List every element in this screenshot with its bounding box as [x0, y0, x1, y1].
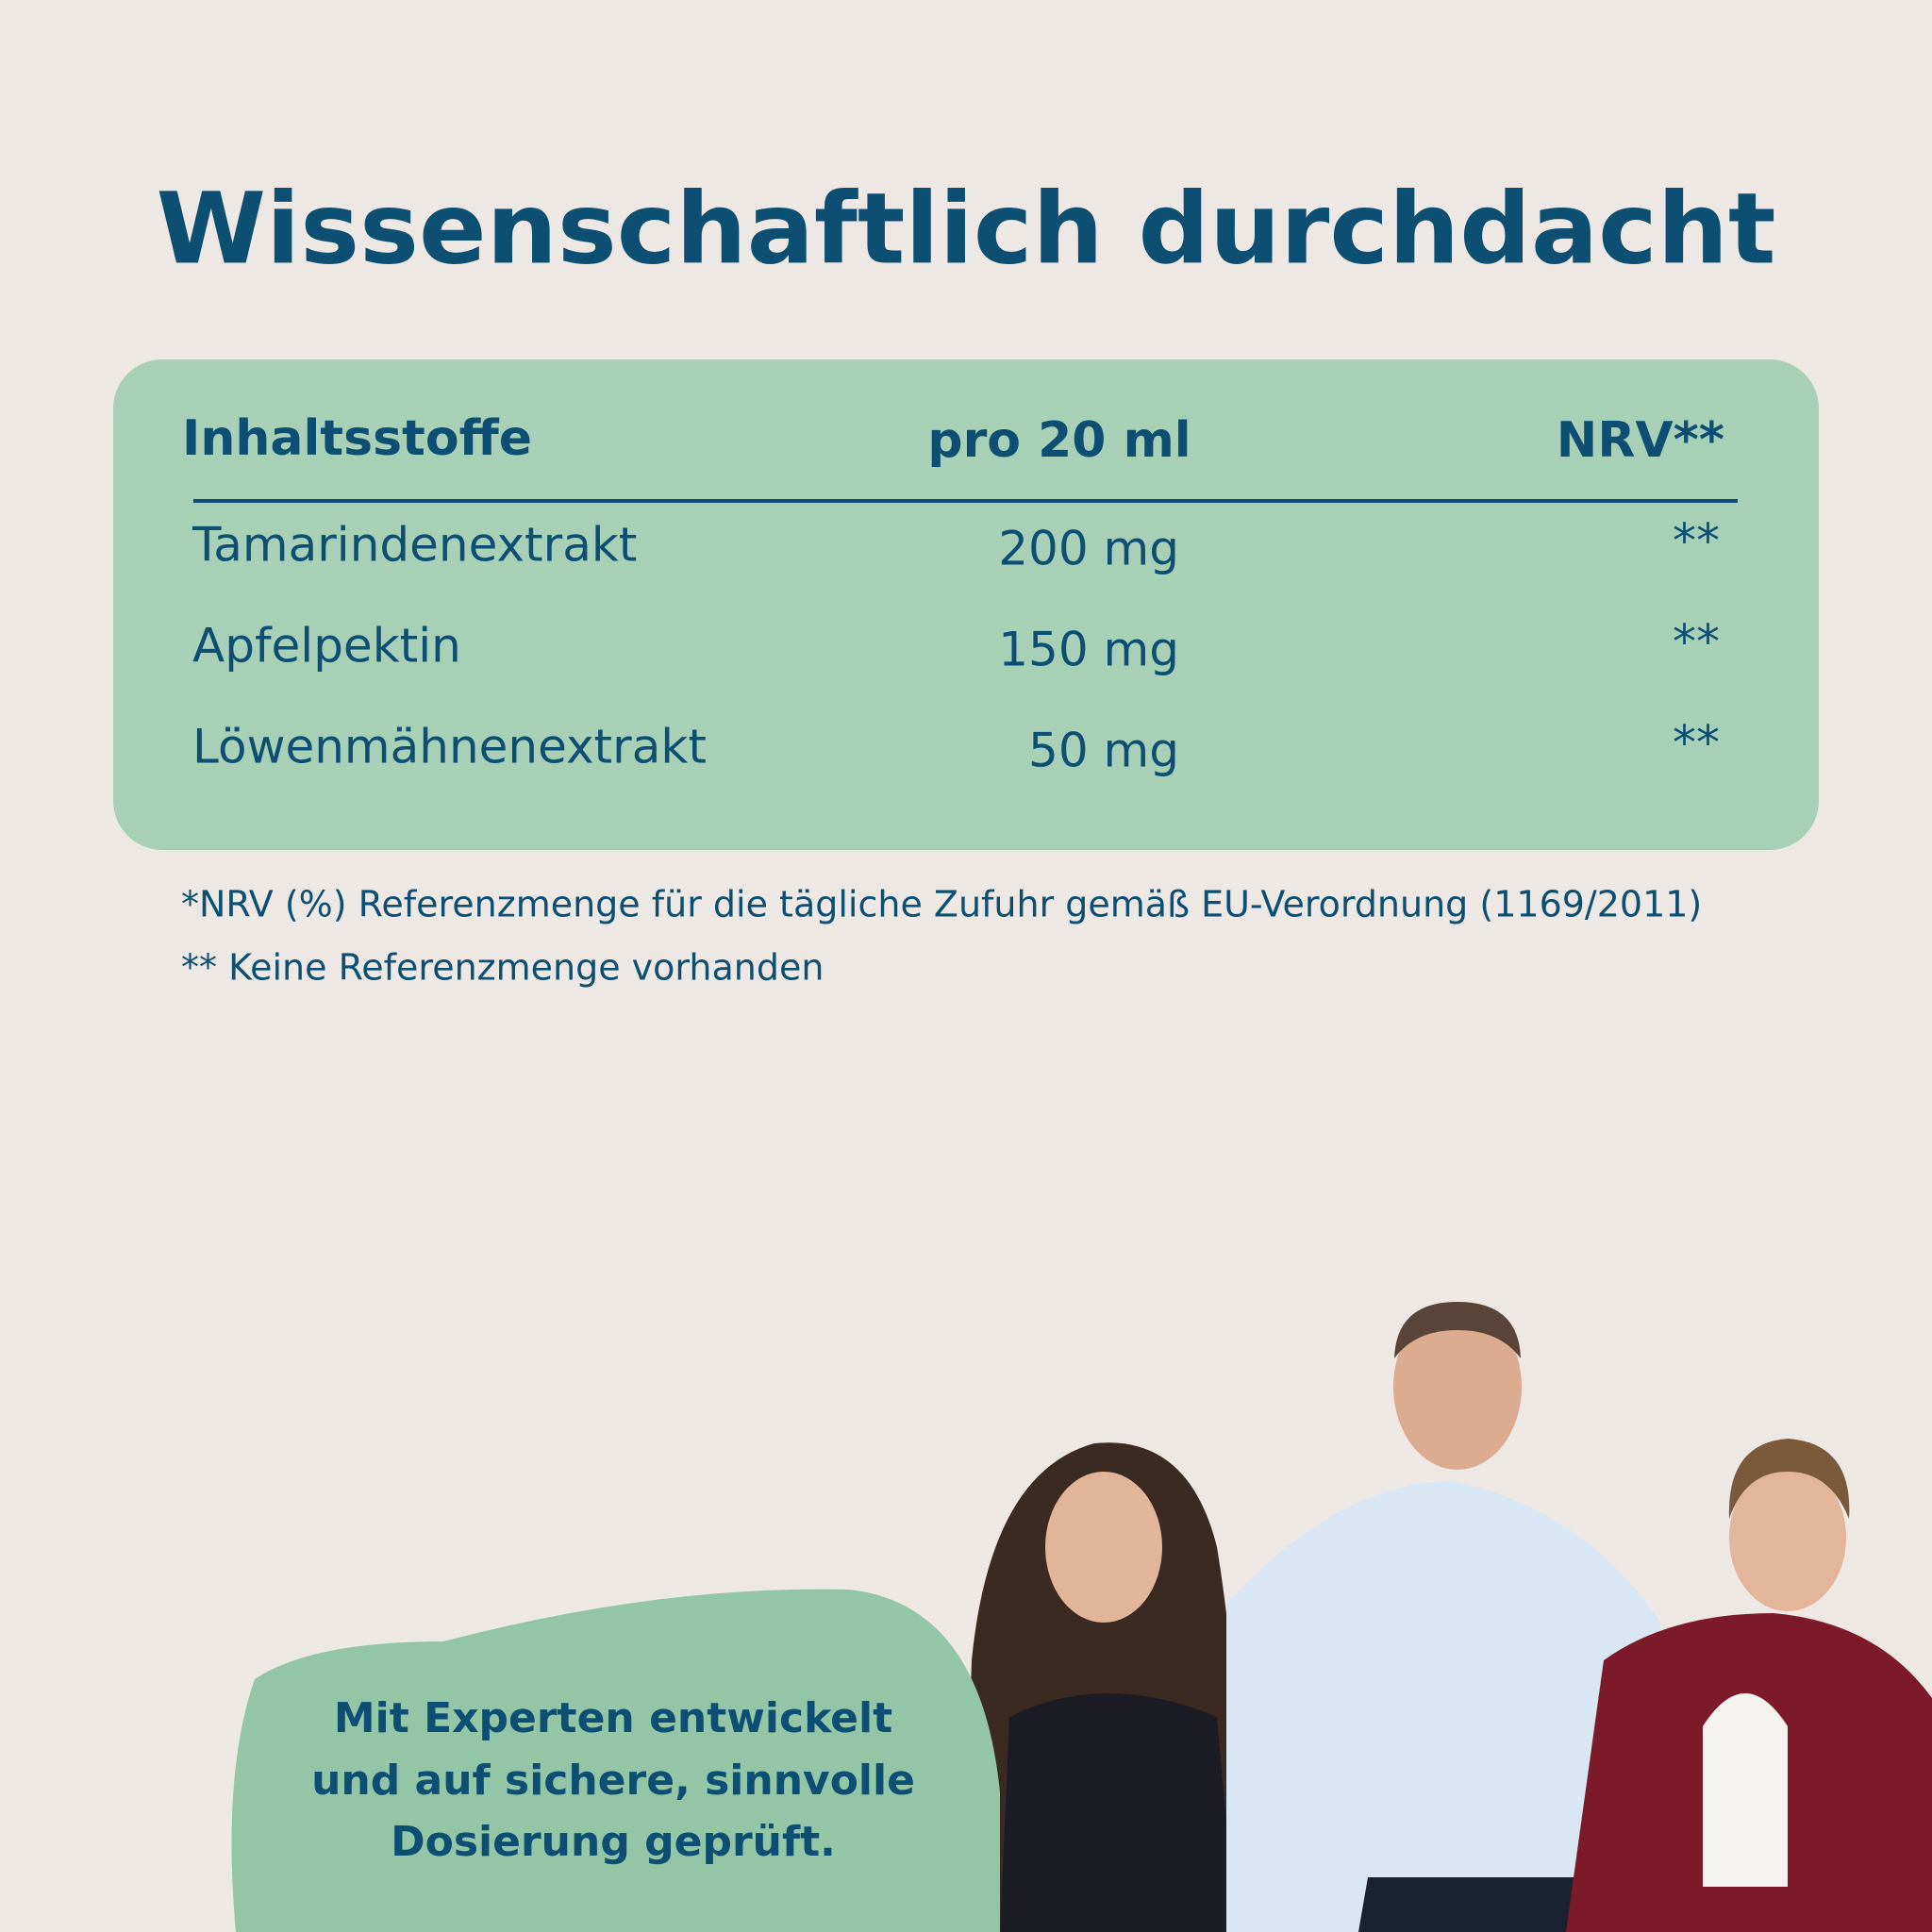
experts-photo: [962, 1302, 1932, 1932]
nrv: **: [1673, 716, 1720, 771]
callout-text: Dosierung geprüft.: [391, 1818, 836, 1866]
title: Wissenschaftlich durchdacht: [157, 171, 1776, 286]
table-body: Tamarindenextrakt 200 mg ** Apfelpektin 150 …: [192, 514, 1720, 778]
ingredient: Löwenmähnenextrakt: [192, 720, 707, 774]
amount: 200 mg: [998, 522, 1179, 576]
table-header: Inhaltsstoffe: [182, 410, 532, 467]
amount: 150 mg: [998, 623, 1179, 677]
ingredient: Apfelpektin: [192, 619, 461, 674]
table-header: pro 20 ml: [927, 412, 1191, 469]
amount: 50 mg: [1028, 724, 1179, 778]
nrv: **: [1673, 615, 1720, 670]
nrv: **: [1673, 514, 1720, 569]
table-header: NRV**: [1557, 412, 1724, 469]
callout-blob: [231, 1589, 1000, 1932]
footnote: *NRV (%) Referenzmenge für die tägliche …: [181, 884, 1702, 925]
footnote: ** Keine Referenzmenge vorhanden: [181, 947, 824, 989]
table-panel: [113, 359, 1819, 850]
ingredient: Tamarindenextrakt: [192, 518, 637, 573]
callout-text: Mit Experten entwickelt: [334, 1694, 892, 1742]
callout-text: und auf sichere, sinnvolle: [311, 1757, 915, 1805]
